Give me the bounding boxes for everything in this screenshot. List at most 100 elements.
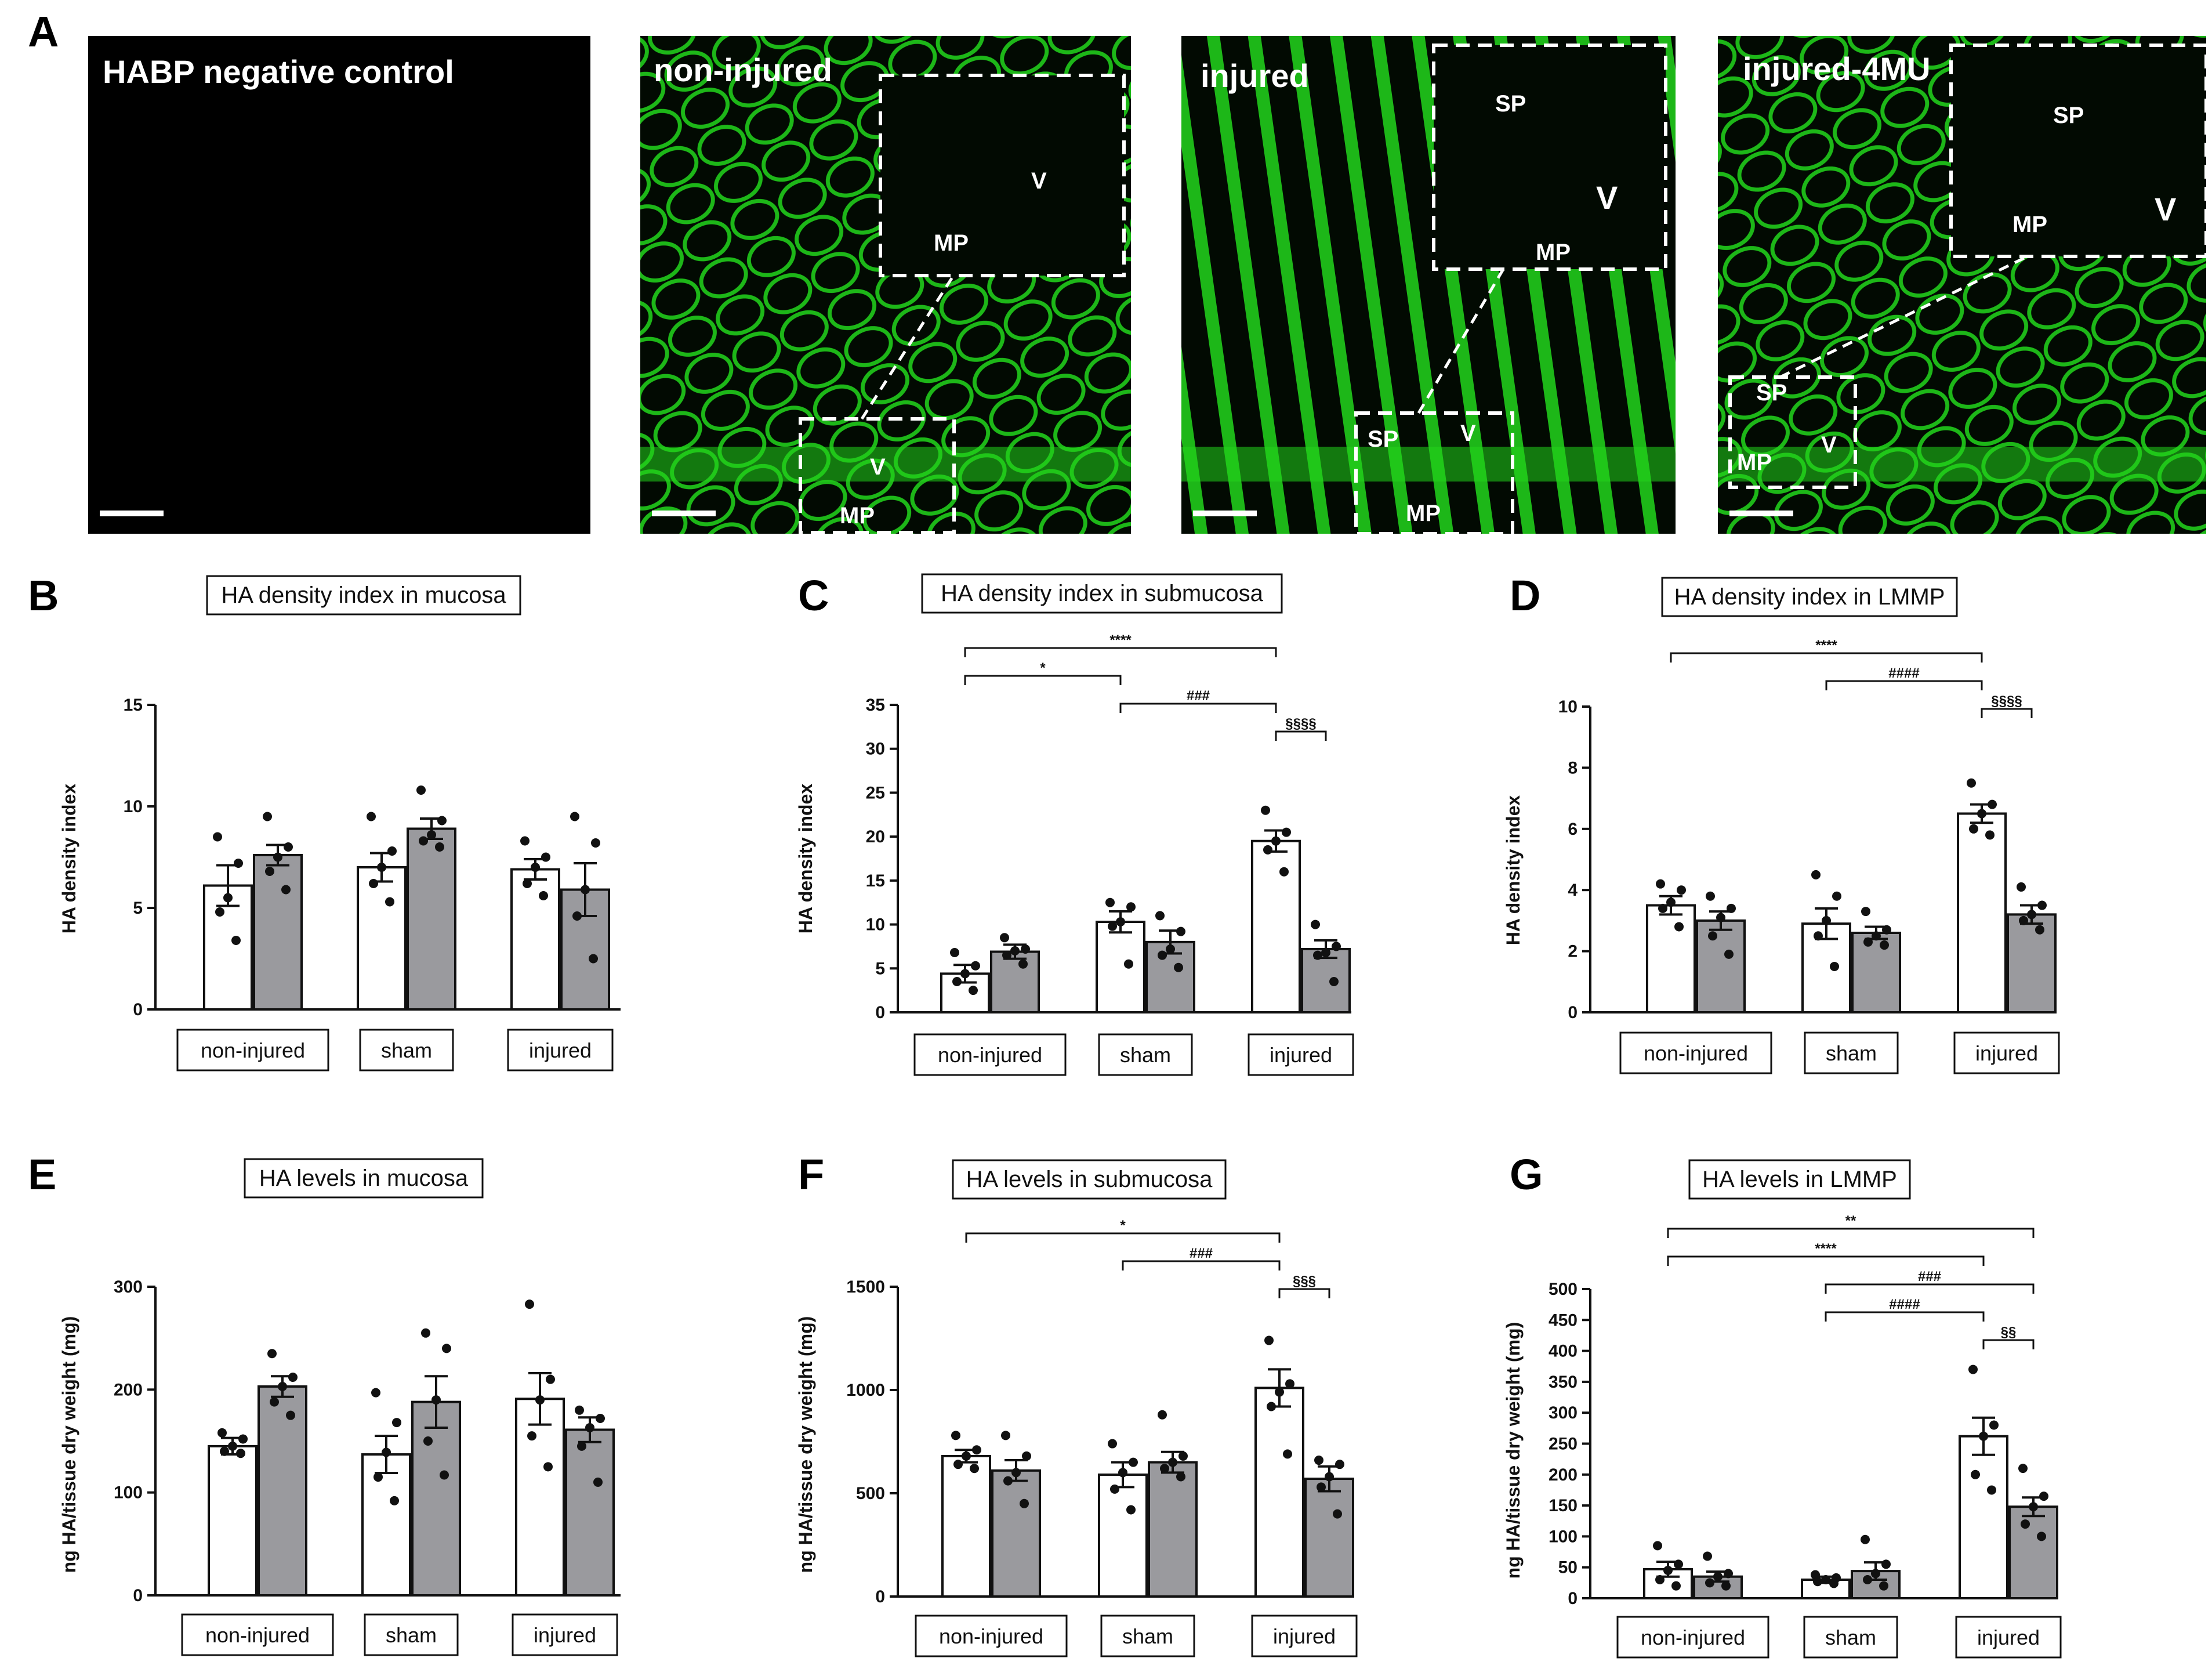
category-box [1803, 1616, 1898, 1659]
y-tick-label: 5 [875, 959, 885, 978]
bar [258, 1385, 307, 1597]
category-box [1251, 1615, 1358, 1657]
panel-letter: E [28, 1150, 56, 1199]
category-label: non-injured [205, 1623, 310, 1647]
bar [510, 868, 560, 1011]
category-label: sham [1120, 1043, 1171, 1067]
significance-bracket [964, 675, 1122, 685]
data-point [1882, 925, 1891, 935]
y-tick-label: 500 [856, 1484, 885, 1503]
y-tick-label: 4 [1568, 881, 1578, 900]
data-point [1332, 942, 1341, 951]
data-point [265, 867, 274, 876]
y-tick-label: 50 [1558, 1558, 1578, 1577]
data-point [570, 812, 579, 821]
data-point [585, 1422, 594, 1432]
data-point [972, 1445, 981, 1455]
y-axis-label: ng HA/tissue dry weight (mg) [795, 1316, 816, 1573]
chart-title: HA levels in LMMP [1702, 1167, 1897, 1192]
data-point [286, 1410, 295, 1420]
data-point [392, 1418, 401, 1428]
bar [1696, 919, 1746, 1014]
data-point [1003, 1476, 1013, 1486]
data-point [387, 846, 397, 856]
category-box [1619, 1031, 1772, 1074]
y-tick-label: 0 [1568, 1003, 1578, 1022]
data-point [539, 891, 548, 900]
significance-bracket [1825, 1311, 1985, 1322]
data-point [1335, 1460, 1344, 1469]
micrograph-label: MP [934, 230, 969, 256]
data-point [440, 1470, 449, 1480]
significance-label: **** [1815, 1241, 1837, 1257]
chart-e: E HA levels in mucosa ng HA/tissue dry wei… [28, 1150, 621, 1656]
y-tick-label: 10 [1558, 697, 1578, 716]
data-point [1160, 1464, 1169, 1474]
data-point [1653, 1541, 1662, 1551]
y-tick-label: 20 [866, 827, 885, 846]
data-point [236, 1449, 245, 1458]
chart-title: HA density index in submucosa [941, 581, 1264, 606]
chart-title-box [952, 1159, 1227, 1200]
category-label: non-injured [1641, 1626, 1745, 1649]
y-axis-label: HA density index [1503, 795, 1524, 946]
significance-bracket [1667, 1255, 1985, 1266]
category-box [1955, 1616, 2062, 1659]
significance-bracket [1982, 1339, 2035, 1349]
micrograph-label: V [1031, 168, 1047, 194]
panel-letter-a: A [28, 8, 59, 56]
data-point [1813, 1577, 1822, 1587]
micrograph-muscle-band [1181, 447, 1676, 482]
category-label: injured [1977, 1626, 2040, 1649]
data-point [431, 1395, 441, 1405]
data-point [2027, 910, 2036, 920]
data-point [231, 936, 241, 945]
significance-bracket [1119, 703, 1277, 713]
data-point [1020, 1498, 1029, 1508]
y-axis-label: ng HA/tissue dry weight (mg) [59, 1316, 79, 1573]
data-point [1317, 1482, 1326, 1492]
category-label: injured [534, 1623, 596, 1647]
data-point [1989, 1420, 1999, 1430]
data-point [369, 879, 378, 888]
data-point [1811, 870, 1821, 879]
data-point [1871, 1569, 1880, 1579]
data-point [1880, 940, 1889, 950]
data-point [367, 812, 376, 821]
data-point [213, 832, 222, 842]
micrograph-title: non-injured [654, 52, 832, 88]
category-box [364, 1613, 459, 1656]
data-point [435, 842, 444, 852]
significance-label: ### [1190, 1246, 1213, 1261]
category-box [1616, 1616, 1769, 1659]
micrograph-inset-connector [860, 274, 955, 420]
scale-bar [1193, 511, 1257, 516]
data-point [1116, 917, 1125, 927]
significance-label: §§§§ [1991, 693, 2022, 709]
data-point [1129, 1457, 1138, 1467]
data-point [1126, 902, 1136, 912]
bar [941, 1454, 991, 1598]
data-point [1158, 950, 1167, 960]
significance-label: ### [1918, 1269, 1941, 1284]
data-point [1979, 1431, 1988, 1441]
data-point [419, 836, 428, 846]
y-tick-label: 0 [1568, 1589, 1578, 1608]
data-point [950, 948, 959, 958]
significance-bracket [964, 647, 1277, 657]
data-point [1158, 1410, 1167, 1420]
category-box [1804, 1031, 1899, 1074]
category-label: injured [529, 1038, 592, 1062]
significance-label: §§ [2001, 1324, 2017, 1340]
data-point [1830, 961, 1839, 971]
bar [1254, 1387, 1304, 1598]
significance-label: #### [1889, 1297, 1920, 1312]
data-point [1716, 913, 1725, 922]
y-tick-label: 500 [1549, 1280, 1578, 1299]
chart-d: D HA density index in LMMP HA density inde… [1503, 571, 2060, 1074]
data-point [1178, 1451, 1188, 1461]
y-tick-label: 100 [1549, 1527, 1578, 1546]
bar [1251, 839, 1301, 1013]
bar [407, 827, 456, 1011]
scale-bar [1729, 511, 1793, 516]
